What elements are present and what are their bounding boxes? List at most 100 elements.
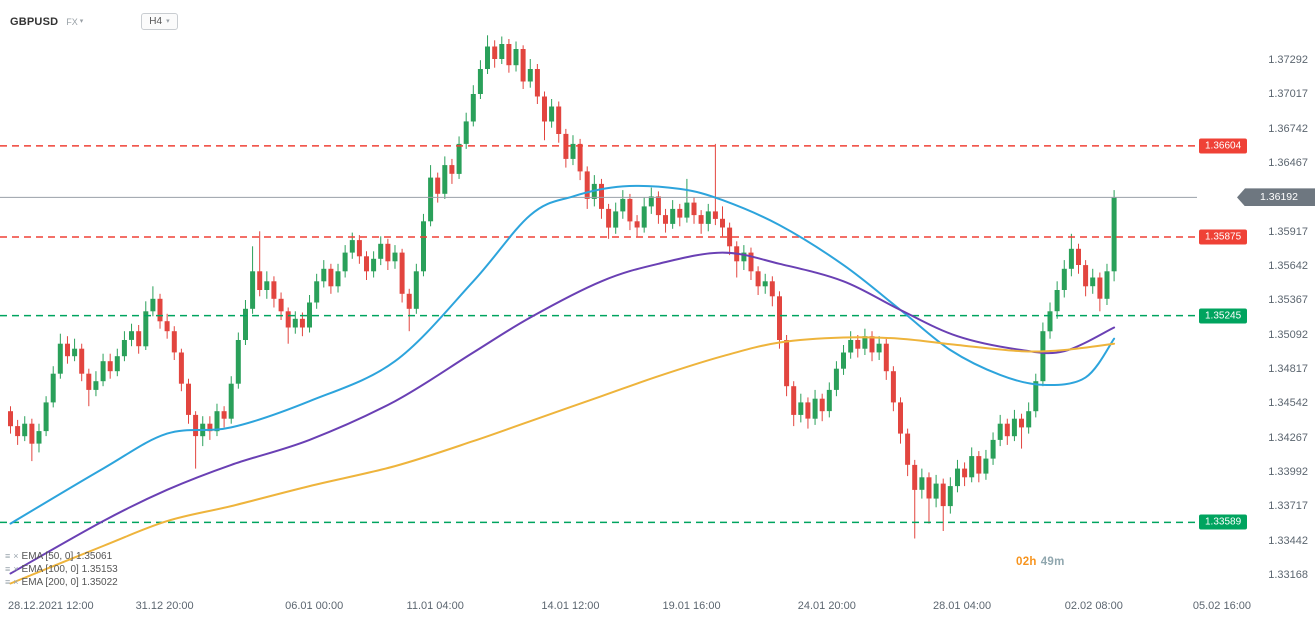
candle <box>43 402 49 432</box>
candle <box>292 318 298 328</box>
indicator-close-icon[interactable]: × <box>13 551 19 561</box>
candle <box>299 318 305 328</box>
candle <box>727 227 733 247</box>
indicator-close-icon[interactable]: × <box>13 564 19 574</box>
candle <box>129 331 134 340</box>
candle <box>1040 331 1046 382</box>
candle <box>926 477 932 499</box>
indicator-legend-row: ≡ × EMA [200, 0] 1.35022 <box>5 576 118 589</box>
level-badge-support: 1.35245 <box>1199 308 1248 324</box>
candle <box>947 486 953 507</box>
candle <box>143 311 149 347</box>
candle <box>1026 411 1032 428</box>
candle <box>392 252 398 262</box>
chart-header: GBPUSD FX ▾ H4 ▾ <box>10 13 178 30</box>
candle <box>741 252 747 262</box>
candle <box>663 215 668 224</box>
candle <box>406 293 412 309</box>
candle <box>356 240 362 257</box>
chevron-down-icon: ▾ <box>79 18 84 25</box>
candle <box>1033 381 1039 412</box>
indicator-label: EMA [200, 0] 1.35022 <box>21 577 118 588</box>
candle <box>606 208 612 228</box>
candle <box>940 483 946 507</box>
candles-layer <box>8 35 1117 539</box>
indicator-settings-icon[interactable]: ≡ <box>5 551 11 561</box>
candle <box>8 411 13 427</box>
candle <box>655 196 661 216</box>
candle <box>1104 271 1110 299</box>
candle <box>513 49 519 66</box>
candle <box>577 143 583 172</box>
candle <box>371 258 377 272</box>
candle <box>784 340 790 387</box>
price-axis-label: 1.34817 <box>1268 363 1308 376</box>
indicator-settings-icon[interactable]: ≡ <box>5 577 11 587</box>
candle <box>321 268 327 282</box>
candle <box>791 386 797 415</box>
candle <box>862 336 868 349</box>
candle <box>549 106 555 122</box>
candle <box>819 398 825 412</box>
market-label: FX <box>66 16 78 27</box>
candle <box>492 46 498 59</box>
candle <box>428 177 434 222</box>
candle <box>627 198 633 222</box>
candle-countdown: 02h 49m <box>1016 556 1065 568</box>
candle <box>278 298 284 312</box>
candle <box>762 281 768 287</box>
candle <box>841 352 846 369</box>
time-axis-label: 24.01 20:00 <box>797 600 856 612</box>
market-selector[interactable]: FX ▾ <box>66 17 83 27</box>
candle <box>157 298 163 322</box>
ema50-line <box>9 184 1116 525</box>
indicator-settings-icon[interactable]: ≡ <box>5 564 11 574</box>
candle <box>919 477 925 490</box>
candle <box>1068 248 1074 269</box>
candle <box>520 49 526 82</box>
candle <box>826 389 832 412</box>
candle <box>534 69 540 97</box>
price-axis-label: 1.36467 <box>1268 157 1308 170</box>
candle <box>955 468 960 487</box>
timeframe-selector[interactable]: H4 ▾ <box>141 13 178 30</box>
indicator-close-icon[interactable]: × <box>13 577 19 587</box>
candle <box>243 308 248 340</box>
candle <box>556 106 562 134</box>
candle <box>442 165 448 194</box>
candle <box>207 423 213 432</box>
candle <box>976 456 982 474</box>
candle <box>463 121 469 144</box>
candle <box>748 252 754 272</box>
candle <box>107 361 113 372</box>
candle <box>712 211 718 219</box>
candle <box>777 296 782 340</box>
candle <box>648 196 654 207</box>
time-axis-label: 02.02 08:00 <box>1064 600 1123 612</box>
candle <box>164 321 170 332</box>
candle <box>812 398 818 419</box>
chevron-down-icon: ▾ <box>166 18 170 25</box>
candle <box>1097 277 1103 299</box>
time-axis-label: 11.01 04:00 <box>406 600 464 612</box>
time-axis-label: 28.12.2021 12:00 <box>8 600 94 612</box>
candle <box>449 165 455 174</box>
price-axis-label: 1.33717 <box>1268 500 1308 513</box>
symbol-label[interactable]: GBPUSD <box>10 15 59 28</box>
candle <box>983 458 989 474</box>
candle <box>584 171 590 199</box>
candle <box>634 221 640 228</box>
candle <box>1061 268 1067 290</box>
candle <box>570 143 576 159</box>
candle <box>691 202 697 216</box>
candle <box>65 343 70 357</box>
candle <box>905 433 911 465</box>
indicator-legend: ≡ × EMA [50, 0] 1.35061 ≡ × EMA [100, 0] 1.35… <box>5 550 118 589</box>
candle <box>399 252 405 294</box>
candle <box>271 281 277 299</box>
candle <box>193 414 199 437</box>
candle <box>221 411 227 419</box>
candle <box>969 456 975 478</box>
